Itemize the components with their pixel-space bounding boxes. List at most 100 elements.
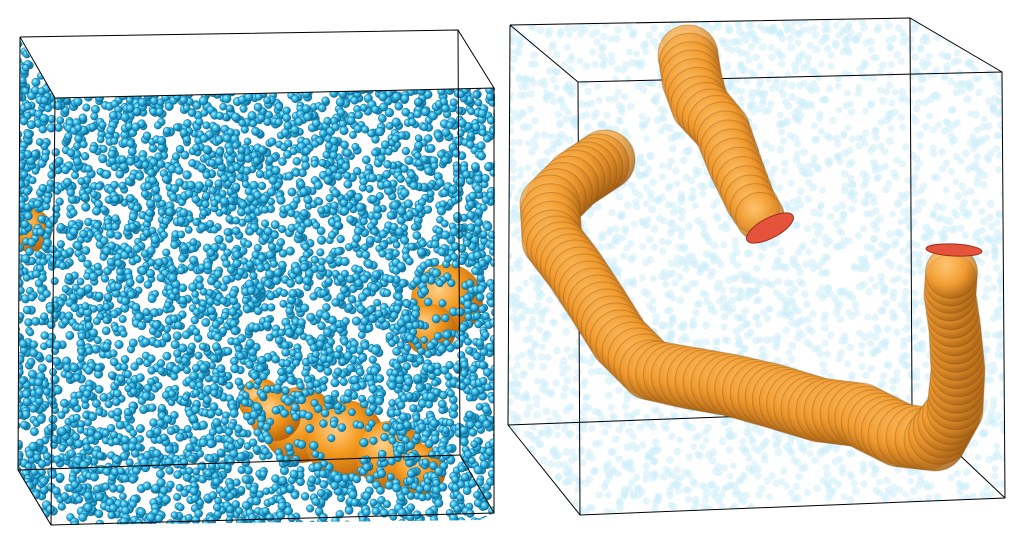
particle (232, 66, 241, 75)
particle (114, 340, 124, 350)
particle (290, 403, 300, 412)
particle (417, 30, 425, 38)
particle (262, 47, 271, 56)
particle (284, 139, 293, 148)
particle (234, 377, 243, 386)
particle (481, 173, 490, 183)
particle (90, 44, 100, 54)
particle (380, 140, 390, 149)
particle (448, 55, 457, 64)
particle (155, 40, 164, 41)
particle (40, 312, 49, 321)
particle (379, 102, 388, 112)
particle (18, 286, 25, 295)
particle (132, 70, 142, 80)
particle (291, 94, 300, 104)
particle (492, 57, 495, 66)
particle (416, 247, 426, 257)
particle (64, 62, 74, 72)
particle (211, 55, 221, 65)
particle (341, 162, 350, 171)
particle (477, 151, 487, 161)
particle (321, 48, 331, 58)
particle (219, 102, 227, 111)
particle (40, 153, 50, 162)
particle (426, 392, 436, 402)
particle (351, 29, 359, 37)
particle (253, 402, 262, 411)
particle (218, 40, 228, 46)
particle (261, 51, 270, 60)
particle (395, 375, 405, 385)
particle (474, 98, 483, 107)
particle (421, 54, 431, 64)
particle (106, 229, 116, 239)
particle (441, 127, 451, 137)
particle (315, 40, 324, 44)
particle (393, 47, 401, 56)
particle (48, 415, 58, 424)
particle (189, 85, 198, 94)
particle (286, 278, 295, 288)
particle (371, 105, 380, 114)
particle (182, 29, 190, 37)
particle (79, 229, 88, 239)
particle (181, 330, 191, 340)
particle (90, 464, 99, 473)
particle (131, 303, 141, 312)
particle (465, 140, 475, 149)
particle (271, 406, 281, 415)
particle (211, 50, 221, 60)
particle (453, 212, 462, 221)
particle (202, 121, 211, 130)
particle (181, 76, 191, 86)
particle (112, 397, 121, 407)
particle (237, 60, 247, 70)
particle (24, 130, 33, 140)
particle (100, 274, 110, 283)
particle (236, 352, 245, 361)
particle (473, 184, 483, 194)
particle (321, 96, 330, 105)
particle (421, 522, 431, 525)
particle (441, 522, 451, 525)
particle (264, 435, 274, 445)
particle (303, 112, 313, 122)
particle (114, 259, 123, 268)
particle (376, 486, 385, 495)
particle (154, 381, 163, 390)
particle (368, 355, 377, 364)
particle (404, 199, 413, 209)
particle (247, 80, 256, 88)
particle (44, 104, 52, 113)
particle (390, 200, 400, 210)
particle (382, 422, 391, 432)
particle (234, 424, 243, 434)
particle (286, 54, 295, 64)
particle (112, 455, 121, 464)
particle (244, 214, 253, 223)
particle (18, 40, 23, 48)
particle (241, 501, 251, 510)
particle (217, 41, 226, 50)
particle (101, 64, 110, 73)
particle (236, 67, 245, 76)
particle (128, 475, 137, 484)
particle (101, 169, 112, 180)
particle (251, 496, 261, 506)
particle (189, 238, 198, 247)
particle (166, 40, 176, 45)
particle (117, 467, 126, 475)
particle (197, 461, 207, 471)
particle (465, 231, 473, 240)
particle (39, 40, 49, 48)
particle (232, 162, 242, 171)
particle (239, 42, 249, 52)
particle (81, 246, 91, 255)
particle (147, 85, 157, 95)
particle (104, 76, 114, 86)
particle (303, 195, 313, 205)
particle (404, 28, 412, 36)
particle (451, 260, 460, 269)
particle (187, 108, 197, 118)
